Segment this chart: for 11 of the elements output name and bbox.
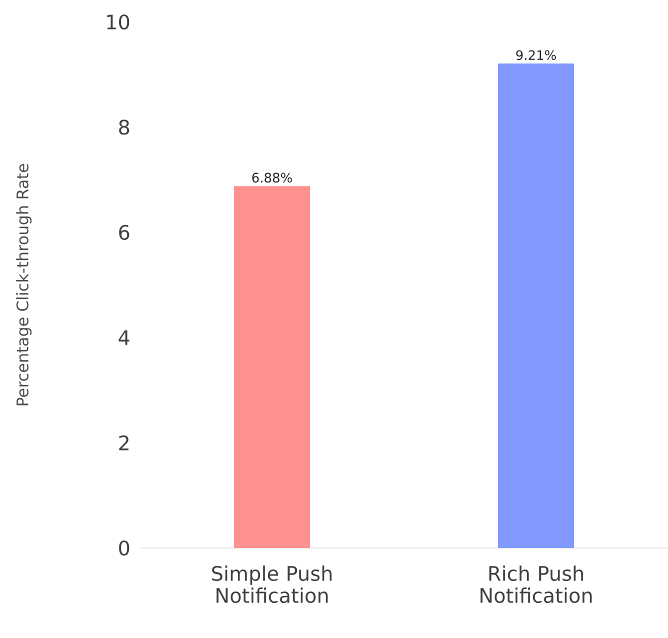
x-tick-label: Rich Push Notification — [480, 566, 592, 604]
data-label: 6.88% — [252, 172, 292, 183]
y-tick-label: 8 — [119, 120, 130, 135]
y-tick-label: 6 — [119, 224, 130, 240]
y-tick-label: 2 — [119, 435, 128, 450]
y-tick-label: 0 — [119, 540, 130, 556]
x-tick-label: Simple Push Notification — [212, 566, 332, 604]
y-tick-label: 10 — [107, 14, 130, 30]
y-tick-label: 4 — [118, 330, 130, 345]
data-label: 9.21% — [516, 50, 556, 60]
y-axis-title: Percentage Click-through Rate — [16, 164, 32, 406]
